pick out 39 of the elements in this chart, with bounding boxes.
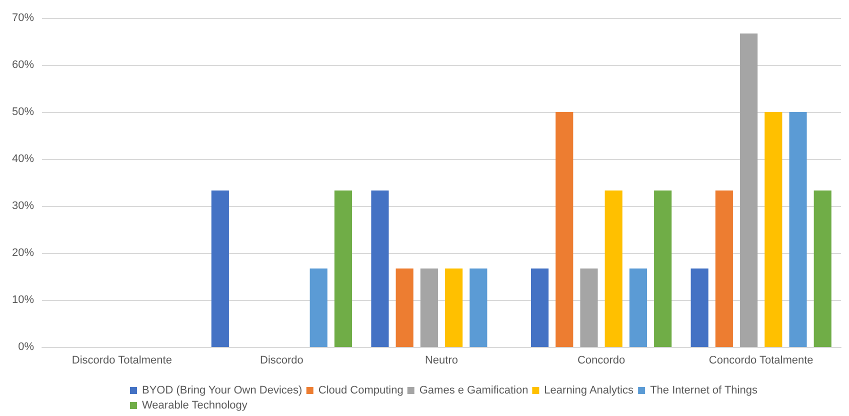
bar [420,268,438,347]
bar [690,268,708,347]
bar [789,112,807,347]
x-tick-label: Discordo [260,354,304,366]
x-tick-label: Discordo Totalmente [72,354,172,366]
bar [470,268,488,347]
legend-label: BYOD (Bring Your Own Devices) [142,384,302,396]
bar [530,268,549,347]
bar [604,190,622,347]
y-tick-label: 30% [12,200,34,212]
bar [654,190,672,347]
bar [396,268,414,347]
bar [211,190,229,347]
bar [445,268,463,347]
y-tick-label: 50% [12,106,34,118]
legend-label: Games e Gamification [419,384,528,396]
y-tick-label: 60% [12,59,34,71]
y-tick-label: 40% [12,153,34,165]
y-tick-label: 20% [12,247,34,259]
legend-label: Learning Analytics [544,384,634,396]
bar [764,112,782,347]
x-tick-label: Neutro [424,354,458,366]
legend-label: The Internet of Things [650,384,758,396]
bar [629,268,648,347]
bar [580,268,598,347]
bar [556,112,574,347]
bar [740,34,758,347]
legend-label: Wearable Technology [142,400,248,412]
bar [715,190,733,347]
x-tick-label: Concordo Totalmente [708,354,814,366]
bar [371,190,389,347]
legend-label: Cloud Computing [318,384,404,396]
x-tick-label: Concordo [577,354,626,366]
bar [334,190,352,347]
y-tick-label: 70% [12,12,34,24]
y-tick-label: 0% [18,341,34,353]
bar [310,268,328,347]
y-tick-label: 10% [12,294,34,306]
bar [814,190,832,347]
